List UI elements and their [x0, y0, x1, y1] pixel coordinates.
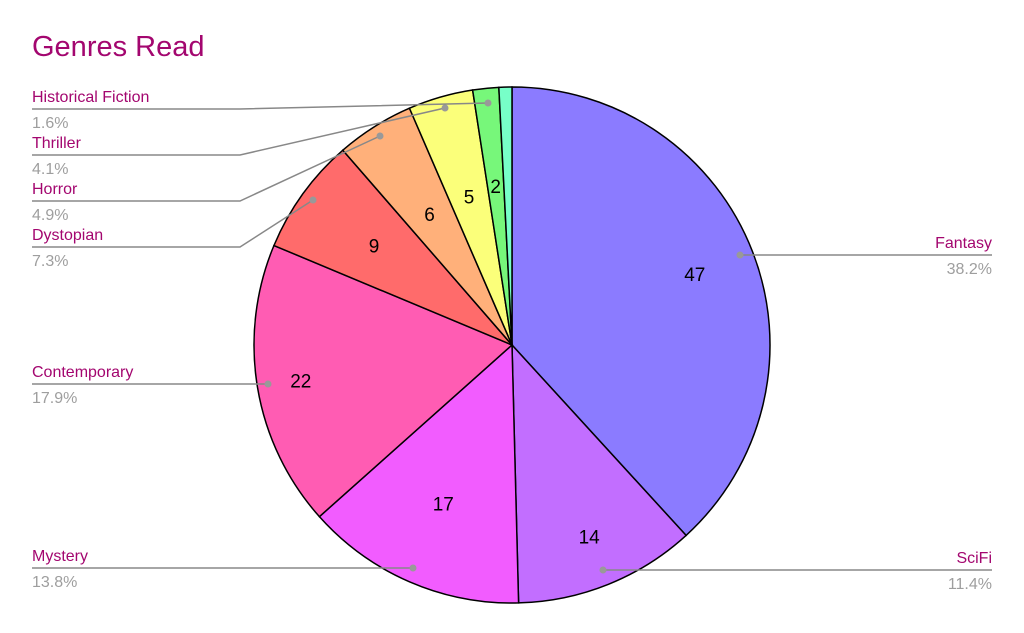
pie-slice-contemporary — [253, 244, 514, 518]
slice-category-label: Thriller — [32, 135, 82, 152]
slice-percent-label: 1.6% — [32, 115, 68, 132]
chart-title: Genres Read — [32, 31, 205, 63]
leader-label: Historical Fiction 1.6% — [32, 89, 492, 132]
leader-label: Thriller 4.1% — [32, 104, 449, 178]
pie-slice-fantasy — [511, 86, 771, 537]
leader-label: Horror 4.9% — [32, 132, 384, 224]
slice-percent-label: 4.9% — [32, 207, 68, 224]
slice-category-label: Historical Fiction — [32, 89, 149, 106]
leader-dot — [736, 251, 744, 259]
slice-value-label: 47 — [684, 265, 705, 286]
slice-percent-label: 13.8% — [32, 574, 77, 591]
slice-category-label: Contemporary — [32, 364, 133, 381]
pie-slice-unlabeled — [498, 86, 513, 346]
leader-dot — [376, 132, 384, 140]
pie-slice-dystopian — [272, 149, 513, 346]
leader-dot — [599, 566, 607, 574]
leader-dot — [264, 380, 272, 388]
leader-line — [32, 199, 314, 248]
slice-value-label: 2 — [490, 177, 501, 198]
leader-line — [32, 135, 381, 202]
leader-dot — [441, 104, 449, 112]
slice-percent-label: 7.3% — [32, 253, 68, 270]
slice-category-label: Dystopian — [32, 227, 103, 244]
leader-label: Fantasy 38.2% — [736, 235, 992, 278]
leader-dot — [309, 196, 317, 204]
leader-label: Dystopian 7.3% — [32, 196, 317, 270]
leader-line — [32, 102, 489, 110]
leader-dot — [484, 99, 492, 107]
slice-value-label: 17 — [433, 495, 454, 516]
slice-percent-label: 11.4% — [948, 576, 992, 593]
slice-percent-label: 38.2% — [947, 261, 992, 278]
leader-dot — [409, 564, 417, 572]
slice-category-label: Mystery — [32, 548, 88, 565]
pie-slice-mystery — [318, 343, 520, 604]
pie-slice-scifi — [511, 343, 688, 604]
leader-label: Contemporary 17.9% — [32, 364, 272, 407]
leader-label: Mystery 13.8% — [32, 548, 417, 591]
slice-value-label: 22 — [290, 371, 311, 392]
slice-category-label: Fantasy — [935, 235, 992, 252]
slice-value-label: 14 — [579, 527, 601, 548]
slice-percent-label: 4.1% — [32, 161, 68, 178]
slice-category-label: Horror — [32, 181, 78, 198]
slice-value-label: 9 — [369, 236, 380, 257]
slice-percent-label: 17.9% — [32, 390, 77, 407]
slice-value-label: 5 — [464, 187, 475, 208]
leader-line — [32, 107, 446, 156]
leader-label: SciFi 11.4% — [599, 550, 992, 593]
slice-category-label: SciFi — [956, 550, 992, 567]
slice-value-label: 6 — [424, 205, 435, 226]
